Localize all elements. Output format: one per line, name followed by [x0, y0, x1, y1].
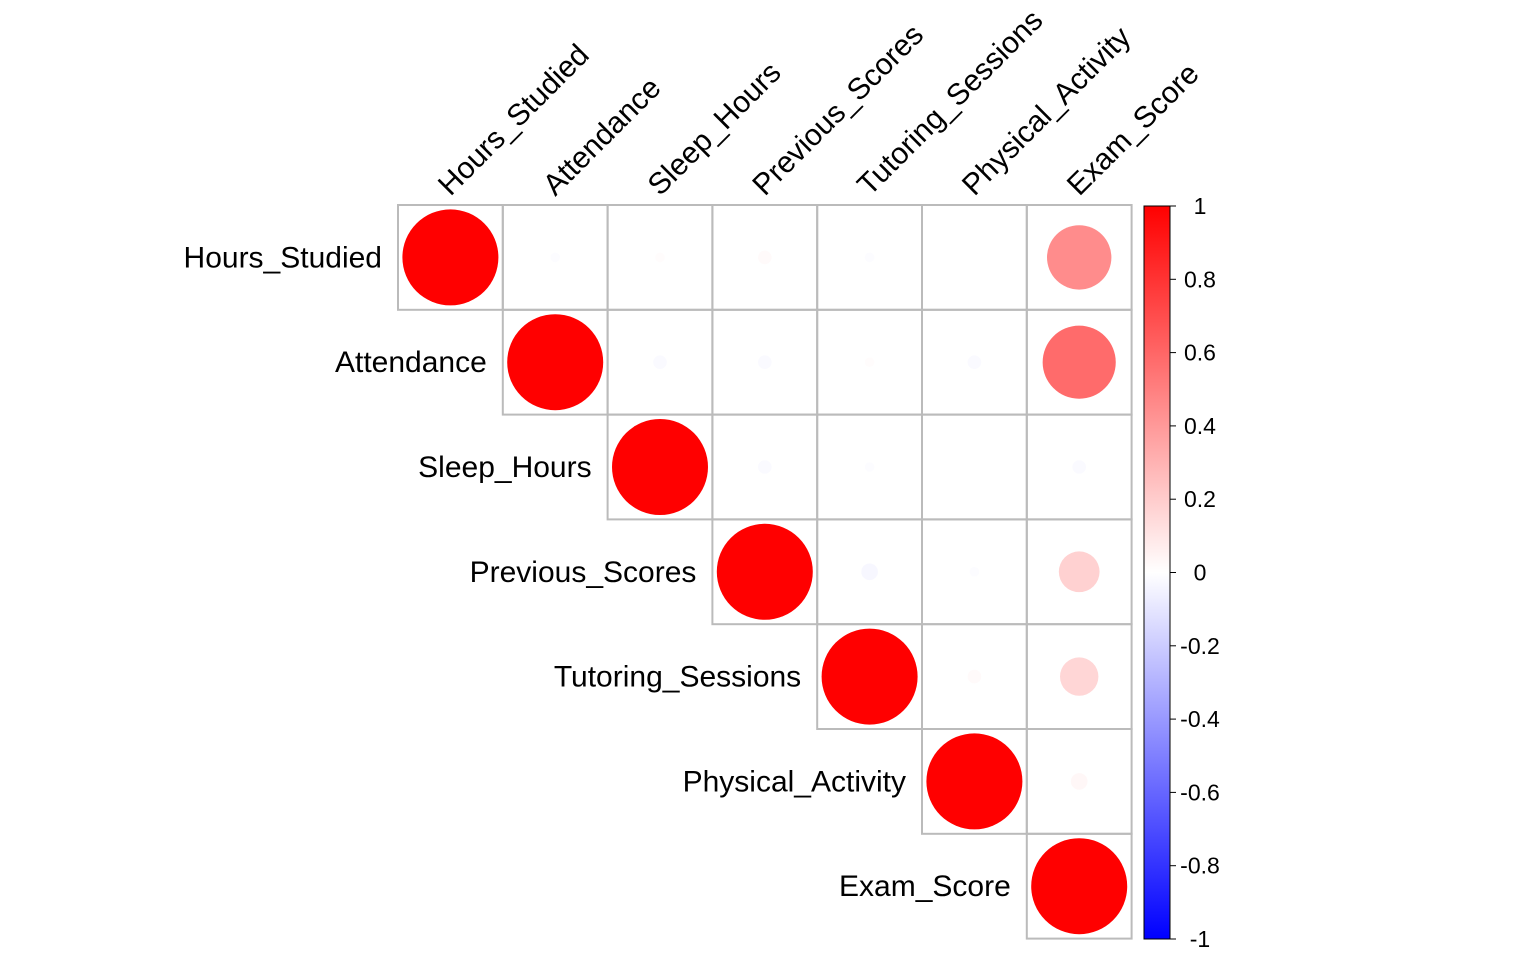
circle-Attendance-Tutoring_Sessions — [864, 357, 875, 368]
circle-Tutoring_Sessions-Tutoring_Sessions — [821, 628, 918, 725]
row-label-Sleep_Hours: Sleep_Hours — [418, 451, 591, 484]
circle-Attendance-Previous_Scores — [758, 355, 772, 369]
circle-Hours_Studied-Attendance — [550, 252, 560, 263]
circle-Hours_Studied-Hours_Studied — [402, 209, 499, 306]
circle-Attendance-Exam_Score — [1042, 325, 1116, 399]
circle-Sleep_Hours-Previous_Scores — [758, 460, 772, 474]
colorbar-tick-0.8: 0.8 — [1184, 266, 1216, 292]
col-label-Previous_Scores: Previous_Scores — [746, 18, 930, 202]
circle-Attendance-Physical_Activity — [967, 355, 982, 369]
colorbar-tick-1: 1 — [1194, 193, 1207, 219]
circle-Hours_Studied-Previous_Scores — [758, 250, 772, 265]
cells-layer — [397, 204, 1133, 940]
row-label-Attendance: Attendance — [335, 346, 487, 379]
circle-Tutoring_Sessions-Exam_Score — [1060, 657, 1099, 696]
circle-Attendance-Attendance — [507, 314, 604, 411]
row-labels: Hours_Studied Attendance Sleep_Hours Previo… — [184, 241, 1011, 903]
cell-Sleep_Hours-Physical_Activity — [921, 413, 1028, 521]
colorbar-tick-0.6: 0.6 — [1184, 340, 1216, 366]
circle-Sleep_Hours-Sleep_Hours — [612, 419, 708, 515]
colorbar-tick--0.6: -0.6 — [1180, 779, 1220, 805]
circle-Sleep_Hours-Exam_Score — [1072, 460, 1086, 474]
column-labels: Hours_StudiedAttendanceSleep_HoursPrevio… — [432, 4, 1206, 202]
circles-layer — [402, 209, 1128, 935]
colorbar: 1 0.8 0.6 0.4 0.2 0 -0.2 -0.4 -0.6 -0.8 -1 — [1143, 193, 1220, 952]
row-label-Physical_Activity: Physical_Activity — [683, 765, 906, 798]
colorbar-tick--0.2: -0.2 — [1180, 633, 1220, 659]
cell-Hours_Studied-Physical_Activity — [921, 204, 1028, 311]
circle-Physical_Activity-Physical_Activity — [926, 733, 1023, 830]
colorbar-tick-0: 0 — [1194, 560, 1207, 586]
colorbar-tick--0.4: -0.4 — [1180, 706, 1220, 732]
circle-Hours_Studied-Exam_Score — [1047, 225, 1112, 290]
circle-Previous_Scores-Exam_Score — [1058, 551, 1100, 593]
row-label-Hours_Studied: Hours_Studied — [184, 241, 382, 274]
circle-Physical_Activity-Exam_Score — [1070, 773, 1088, 790]
colorbar-tick-0.2: 0.2 — [1184, 486, 1216, 512]
cell-Exam_Score-Exam_Score — [1025, 832, 1133, 940]
row-label-Tutoring_Sessions: Tutoring_Sessions — [554, 661, 801, 694]
circle-Exam_Score-Exam_Score — [1031, 838, 1128, 935]
colorbar-gradient — [1143, 205, 1171, 940]
colorbar-tick--0.8: -0.8 — [1180, 853, 1220, 879]
colorbar-tick--1: -1 — [1190, 926, 1210, 952]
circle-Sleep_Hours-Tutoring_Sessions — [864, 462, 875, 472]
row-label-Exam_Score: Exam_Score — [839, 870, 1011, 903]
circle-Previous_Scores-Physical_Activity — [969, 567, 980, 577]
col-label-Tutoring_Sessions: Tutoring_Sessions — [851, 4, 1049, 202]
colorbar-tick-0.4: 0.4 — [1184, 413, 1216, 439]
circle-Hours_Studied-Sleep_Hours — [655, 252, 665, 263]
circle-Previous_Scores-Tutoring_Sessions — [861, 563, 878, 581]
circle-Tutoring_Sessions-Physical_Activity — [967, 669, 982, 684]
colorbar-ticks: 1 0.8 0.6 0.4 0.2 0 -0.2 -0.4 -0.6 -0.8 -1 — [1170, 193, 1220, 952]
circle-Attendance-Sleep_Hours — [653, 355, 667, 369]
row-label-Previous_Scores: Previous_Scores — [470, 556, 697, 589]
circle-Hours_Studied-Tutoring_Sessions — [864, 252, 875, 263]
circle-Previous_Scores-Previous_Scores — [716, 523, 813, 620]
